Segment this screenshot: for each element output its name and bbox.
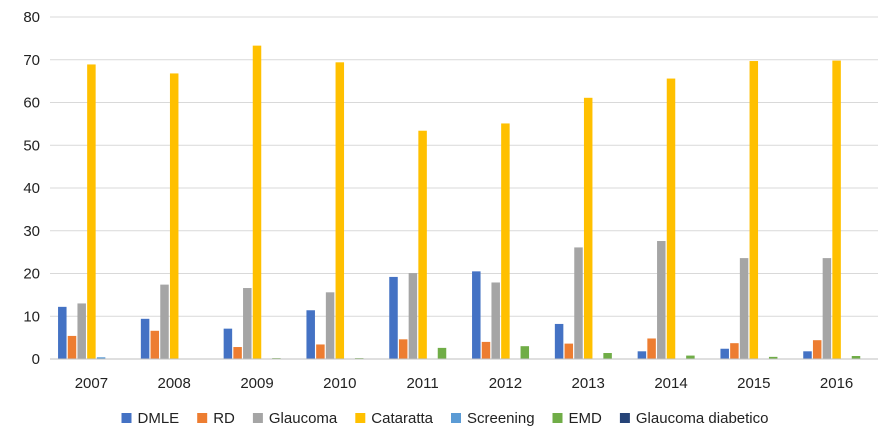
legend-swatch <box>355 413 366 423</box>
bar <box>160 284 169 359</box>
x-tick-label: 2008 <box>158 375 191 392</box>
bar <box>647 338 656 359</box>
bar <box>657 241 666 359</box>
x-tick-label: 2010 <box>323 375 356 392</box>
legend-label: Cataratta <box>371 410 433 427</box>
bar <box>77 303 86 359</box>
bar <box>87 64 96 359</box>
legend-item: Screening <box>451 410 535 427</box>
y-tick-label: 80 <box>23 9 40 26</box>
bars <box>58 45 861 360</box>
legend-label: RD <box>213 410 235 427</box>
bar <box>574 247 583 359</box>
bar <box>520 346 530 359</box>
legend-item: Glaucoma diabetico <box>619 410 769 427</box>
legend-label: EMD <box>569 410 603 427</box>
x-tick-label: 2013 <box>572 375 605 392</box>
legend-swatch <box>252 413 263 423</box>
bar <box>481 341 491 359</box>
legend-swatch <box>552 413 563 423</box>
bar <box>316 344 325 359</box>
bar <box>398 339 408 359</box>
bar <box>169 73 179 360</box>
x-tick-label: 2011 <box>406 375 438 392</box>
legend-label: Glaucoma diabetico <box>636 410 769 427</box>
x-tick-label: 2007 <box>75 375 108 392</box>
bar <box>140 318 150 359</box>
bar <box>637 351 647 359</box>
y-tick-label: 30 <box>23 223 40 240</box>
bar <box>418 130 427 359</box>
bar <box>335 62 345 360</box>
legend-swatch <box>619 413 630 423</box>
bar <box>822 258 832 359</box>
bar <box>832 60 841 360</box>
y-tick-label: 10 <box>23 308 40 325</box>
x-axis-ticks: 2007 2008 2009 2010 2011 2012 2013 2014 2015 2016 <box>75 375 854 392</box>
bar <box>472 271 481 359</box>
bar <box>768 356 778 359</box>
bar <box>812 340 822 359</box>
legend-item: Cataratta <box>355 410 434 427</box>
y-tick-label: 50 <box>23 137 40 154</box>
bar <box>739 258 749 359</box>
bar <box>389 276 398 359</box>
legend-label: Screening <box>467 410 535 427</box>
bar <box>96 357 106 359</box>
bar <box>720 348 729 359</box>
bar <box>58 306 67 359</box>
bar <box>325 292 335 359</box>
bar <box>730 343 739 359</box>
bar <box>150 330 160 359</box>
x-tick-label: 2015 <box>737 375 770 392</box>
bar <box>67 335 77 359</box>
legend-item: RD <box>197 410 235 427</box>
bar <box>491 282 500 359</box>
x-tick-label: 2016 <box>820 375 853 392</box>
bar <box>686 355 695 359</box>
bar <box>306 310 315 359</box>
y-tick-label: 70 <box>23 52 40 69</box>
bar <box>851 356 861 359</box>
bar <box>554 323 564 359</box>
x-tick-label: 2014 <box>654 375 687 392</box>
bar <box>564 343 574 359</box>
y-tick-label: 0 <box>32 351 40 368</box>
bar <box>603 353 612 359</box>
legend-item: Glaucoma <box>252 410 338 427</box>
legend-label: Glaucoma <box>269 410 338 427</box>
bar <box>252 45 262 359</box>
bar <box>408 273 418 359</box>
bar <box>243 288 252 359</box>
bar <box>437 347 447 359</box>
x-tick-label: 2012 <box>489 375 522 392</box>
legend: DMLE RD Glaucoma Cataratta Screening EMD Glauc… <box>121 410 769 427</box>
bar <box>749 61 759 359</box>
bar <box>583 97 593 360</box>
bar <box>501 123 510 359</box>
legend-item: EMD <box>552 410 603 427</box>
bar <box>803 351 812 359</box>
legend-swatch <box>451 413 461 423</box>
legend-label: DMLE <box>138 410 180 427</box>
gridlines <box>50 16 878 317</box>
legend-swatch <box>197 413 208 423</box>
legend-item: DMLE <box>121 410 180 427</box>
y-axis-ticks: 0 10 20 30 40 50 60 70 80 <box>23 9 40 368</box>
y-tick-label: 60 <box>23 95 40 112</box>
legend-swatch <box>121 413 132 423</box>
x-tick-label: 2009 <box>240 375 273 392</box>
y-tick-label: 20 <box>23 266 40 283</box>
bar <box>666 78 676 359</box>
y-tick-label: 40 <box>23 180 40 197</box>
bar <box>223 328 233 359</box>
bar <box>233 347 242 359</box>
